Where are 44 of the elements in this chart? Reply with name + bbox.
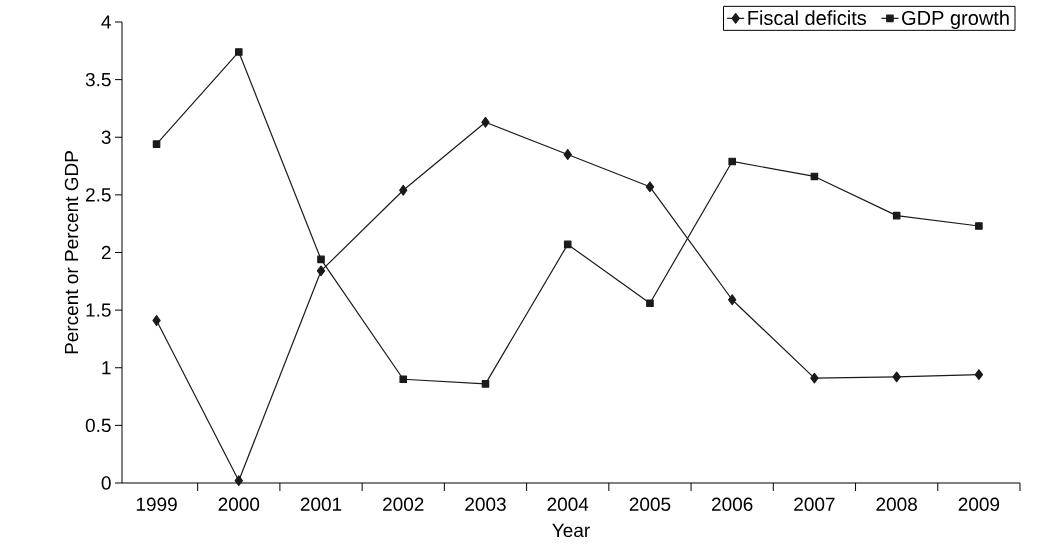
point (974, 369, 984, 381)
point (727, 294, 737, 306)
point (234, 475, 243, 487)
x-tick-label: 2004 (547, 497, 589, 511)
y-tick-label: 4 (101, 15, 111, 29)
x-tick-label: 2005 (629, 497, 671, 511)
point (645, 181, 655, 193)
point (892, 371, 901, 383)
legend-label: Fiscal deficits (748, 10, 867, 26)
point (810, 372, 819, 384)
point (481, 116, 490, 128)
point (399, 184, 408, 196)
x-tick-label: 2008 (876, 497, 917, 511)
y-tick-label: 1 (102, 361, 111, 375)
x-tick-label: 1999 (136, 497, 177, 511)
point (316, 265, 326, 277)
y-tick-label: 3 (101, 130, 111, 144)
point (975, 222, 983, 230)
point (563, 149, 572, 160)
legend-label: GDP growth (902, 10, 1009, 29)
x-tick-label: 2007 (794, 497, 835, 511)
y-tick-label: 3.5 (85, 72, 111, 87)
y-tick-label: 2.5 (86, 188, 111, 202)
point (152, 140, 161, 148)
y-tick-label: 0.5 (85, 418, 111, 433)
x-tick-label: 2002 (383, 497, 424, 511)
point (399, 375, 408, 384)
point (317, 255, 325, 264)
x-tick-label: 2009 (958, 497, 1000, 511)
y-axis-title: Percent or Percent GDP (64, 151, 79, 354)
point (234, 48, 243, 56)
point (152, 315, 161, 326)
x-tick-label: 2003 (465, 497, 506, 511)
x-tick-label: 2001 (300, 497, 342, 511)
y-tick-label: 2 (101, 245, 111, 260)
x-tick-label: 2000 (218, 497, 260, 511)
x-tick-label: 2006 (712, 497, 753, 511)
point (646, 299, 654, 307)
point (728, 157, 736, 166)
y-tick-label: 0 (101, 476, 111, 490)
x-axis-title: Year (552, 523, 590, 538)
point (563, 240, 572, 249)
point (481, 380, 490, 388)
y-tick-label: 1.5 (86, 303, 111, 317)
